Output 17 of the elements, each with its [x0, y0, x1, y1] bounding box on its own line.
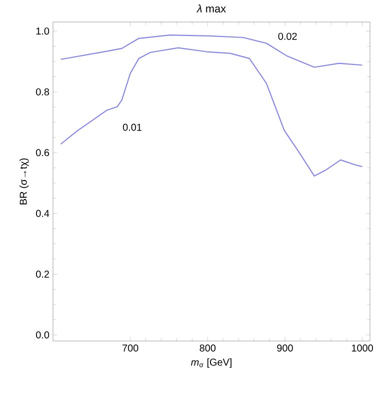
- line-series: [60, 34, 363, 68]
- chart-title: λ max: [196, 4, 226, 12]
- y-tick-label: 0.2: [36, 270, 49, 278]
- x-tick-label: 900: [277, 344, 293, 352]
- series-label: 0.01: [122, 124, 142, 131]
- y-tick-label: 0.6: [36, 149, 50, 156]
- x-axis-title: m$_{σ}$ [GeV]: [191, 358, 232, 368]
- series-label: 0.02: [278, 32, 297, 40]
- y-axis-title: BR (σ→tχ): [20, 158, 29, 204]
- x-tick-label: 1000: [352, 344, 373, 352]
- x-tick-label: 800: [200, 344, 216, 352]
- y-tick-label: 0.0: [36, 331, 50, 338]
- y-tick-label: 0.8: [36, 88, 50, 96]
- x-tick-label: 700: [122, 344, 138, 352]
- y-tick-label: 0.4: [36, 210, 50, 217]
- line-series: [60, 47, 363, 177]
- y-tick-label: 1.0: [36, 28, 50, 35]
